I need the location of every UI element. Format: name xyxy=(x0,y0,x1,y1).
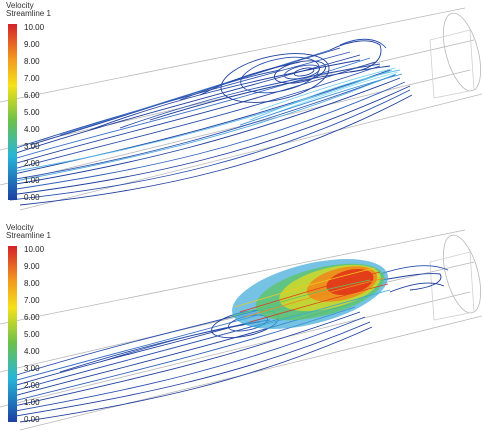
legend-tick: 6.00 xyxy=(24,313,40,322)
legend-tick: 4.00 xyxy=(24,125,40,134)
legend-tick: 8.00 xyxy=(24,279,40,288)
legend-tick: 6.00 xyxy=(24,91,40,100)
legend-tick: 9.00 xyxy=(24,262,40,271)
streamline-panel-top: Velocity Streamline 1 10.00 9.00 8.00 7.… xyxy=(0,0,482,212)
legend-tick: 7.00 xyxy=(24,74,40,83)
legend-tick: 10.00 xyxy=(24,23,45,32)
legend-tick: 8.00 xyxy=(24,57,40,66)
legend-tick: 2.00 xyxy=(24,381,40,390)
legend-tick: 3.00 xyxy=(24,364,40,373)
legend-tick: 1.00 xyxy=(24,176,40,185)
legend-title: Velocity xyxy=(6,1,34,10)
pipe-outline xyxy=(0,7,482,211)
legend-tick: 0.00 xyxy=(24,415,40,424)
legend-subtitle: Streamline 1 xyxy=(6,9,51,18)
legend-tick: 5.00 xyxy=(24,108,40,117)
legend-tick: 2.00 xyxy=(24,159,40,168)
legend-tick: 1.00 xyxy=(24,398,40,407)
streamline-panel-bottom: Velocity Streamline 1 10.00 9.00 8.00 7.… xyxy=(0,222,482,433)
velocity-legend-bottom: Velocity Streamline 1 10.00 9.00 8.00 7.… xyxy=(6,223,51,424)
legend-tick: 4.00 xyxy=(24,347,40,356)
legend-tick: 7.00 xyxy=(24,296,40,305)
legend-tick: 3.00 xyxy=(24,142,40,151)
legend-title: Velocity xyxy=(6,223,34,232)
legend-subtitle: Streamline 1 xyxy=(6,231,51,240)
legend-tick: 0.00 xyxy=(24,193,40,202)
streamline-scene-bottom xyxy=(0,229,482,431)
legend-tick: 5.00 xyxy=(24,330,40,339)
legend-tick: 10.00 xyxy=(24,245,45,254)
velocity-legend-top: Velocity Streamline 1 10.00 9.00 8.00 7.… xyxy=(6,1,51,202)
legend-tick: 9.00 xyxy=(24,40,40,49)
color-bar xyxy=(8,24,17,200)
streamline-scene-top xyxy=(0,7,482,211)
color-bar xyxy=(8,246,17,422)
velocity-jet xyxy=(229,259,391,329)
streamlines-top xyxy=(9,38,413,206)
